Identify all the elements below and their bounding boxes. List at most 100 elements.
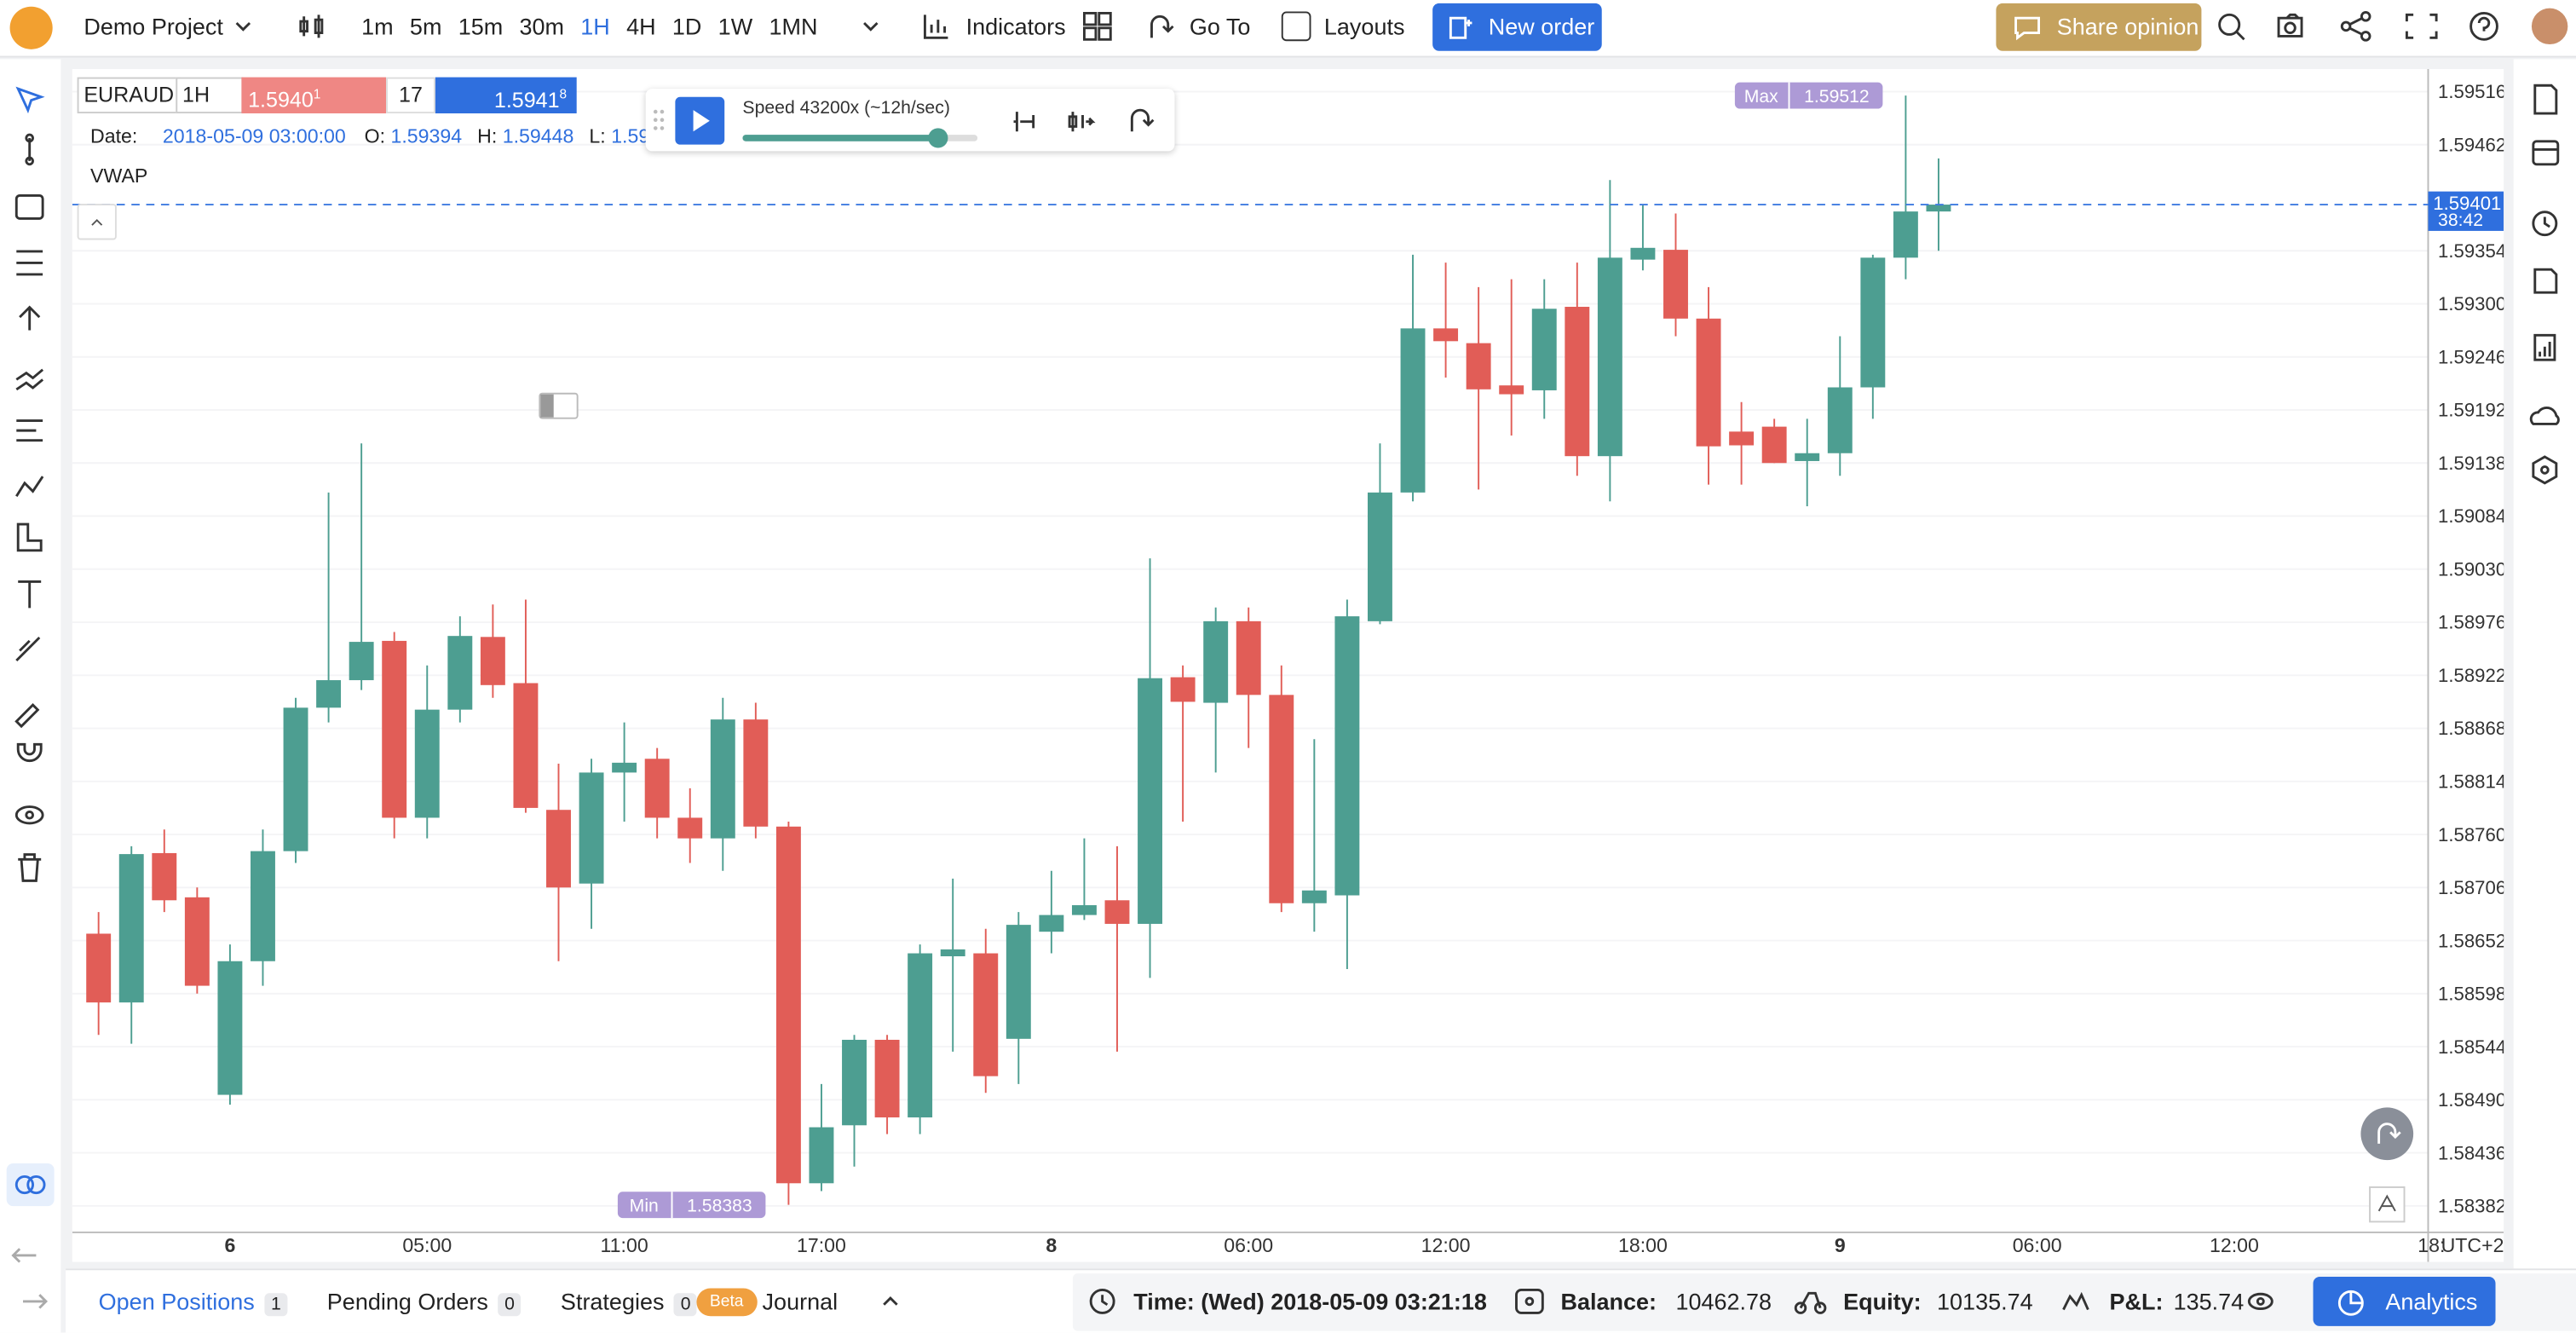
y-tick-label: 1.58652 xyxy=(2438,930,2504,951)
analytics-button[interactable]: Analytics xyxy=(2313,1277,2496,1326)
server-time: Time: (Wed) 2018-05-09 03:21:18 xyxy=(1133,1288,1487,1315)
candle-body xyxy=(1499,385,1524,395)
y-tick-label: 1.58760 xyxy=(2438,824,2504,845)
jump-button[interactable] xyxy=(2360,1107,2414,1161)
expand-icon[interactable] xyxy=(879,1290,902,1313)
y-tick-label: 1.59084 xyxy=(2438,505,2504,527)
x-tick-label: 12:00 xyxy=(2210,1234,2259,1256)
x-tick-label: 06:00 xyxy=(1224,1234,1273,1256)
chart: 1.59516 1.59462 1.59354 1.59300 1.59246 1.591… xyxy=(72,68,2506,1262)
balance-label: Balance: xyxy=(1560,1288,1657,1315)
toggle[interactable] xyxy=(539,392,579,419)
share-button[interactable]: Share opinion xyxy=(1996,3,2202,51)
templates-icon[interactable] xyxy=(1081,10,1115,43)
x-tick-label: 18:00 xyxy=(1618,1234,1668,1256)
balance: 10462.78 xyxy=(1675,1288,1772,1315)
candle-body xyxy=(1138,678,1163,924)
new-order-icon xyxy=(1449,16,1472,39)
y-tick-label: 1.59462 xyxy=(2438,134,2504,155)
min-badge-value: 1.58383 xyxy=(687,1196,752,1215)
sidebar-icons xyxy=(2526,84,2560,1306)
candle-body xyxy=(1696,318,1721,447)
y-tick-label: 1.58814 xyxy=(2438,771,2504,793)
y-tick-label: 1.59246 xyxy=(2438,346,2504,367)
candle-body xyxy=(1301,890,1327,903)
candle-body xyxy=(1827,387,1853,453)
candle-body xyxy=(1729,431,1755,446)
auto-scale-button[interactable] xyxy=(2369,1186,2406,1223)
indicators-icon xyxy=(923,14,948,39)
bottom-tab[interactable]: Open Positions 1 xyxy=(99,1288,288,1317)
timeframe-button[interactable]: 15m xyxy=(458,13,504,40)
chart-type-icon[interactable] xyxy=(296,10,329,43)
candle-body xyxy=(1039,915,1064,932)
bottom-tab[interactable]: Pending Orders 0 xyxy=(327,1288,522,1317)
candle-body xyxy=(184,897,210,986)
candle-body xyxy=(1795,453,1820,461)
y-tick-label: 1.58598 xyxy=(2438,984,2504,1005)
analytics-label: Analytics xyxy=(2385,1288,2478,1315)
journal-tab[interactable]: Journal xyxy=(762,1288,838,1315)
speed-knob[interactable] xyxy=(928,128,948,148)
y-tick-label: 1.58922 xyxy=(2438,665,2504,686)
timeframe-button[interactable]: 1m xyxy=(361,13,394,40)
caret xyxy=(91,218,103,226)
timeframe-button[interactable]: 5m xyxy=(409,13,442,40)
timeframe[interactable]: 1H xyxy=(176,77,244,114)
right-sidebar xyxy=(2513,59,2576,1333)
y-tick-label: 1.58490 xyxy=(2438,1089,2504,1111)
layouts-button[interactable]: Layouts xyxy=(1323,13,1405,40)
ohlc-legend: Date: 2018-05-09 03:00:00 O: 1.59394 H: … xyxy=(90,125,683,148)
last-price-box xyxy=(2428,191,2504,231)
candle-body xyxy=(1663,250,1688,319)
timeframe-button[interactable]: 1H xyxy=(580,13,610,40)
bid-button[interactable]: 1.59401 xyxy=(241,77,387,114)
indicators-button[interactable]: Indicators xyxy=(965,13,1066,40)
new-order-button[interactable]: New order xyxy=(1432,3,1602,51)
tab-label: Strategies xyxy=(560,1288,665,1315)
new-order-label: New order xyxy=(1488,13,1595,40)
replay-player: Speed 43200x (~12h/sec) xyxy=(645,89,1175,152)
candle-body xyxy=(1071,905,1097,915)
candle-body xyxy=(842,1039,867,1126)
timeframe-button[interactable]: 30m xyxy=(519,13,565,40)
max-badge xyxy=(1734,82,1883,109)
collapse-button[interactable] xyxy=(77,204,117,240)
y-tick-label: 1.58544 xyxy=(2438,1036,2504,1058)
symbol[interactable]: EURAUD xyxy=(77,77,182,114)
timeframe-button[interactable]: 4H xyxy=(626,13,656,40)
timeframe-button[interactable]: 1MN xyxy=(769,13,818,40)
top-toolbar: Demo Project 1m 5m 15m 30m 1H 4H 1D 1W 1MN Indic… xyxy=(0,0,2576,58)
candle-body xyxy=(1170,677,1196,702)
toolbar-icons xyxy=(2218,8,2568,45)
player-controls xyxy=(1013,108,1155,132)
goto-button[interactable]: Go To xyxy=(1189,13,1251,40)
timeframe-button[interactable]: 1W xyxy=(717,13,753,40)
equity-label: Equity: xyxy=(1843,1288,1922,1315)
candle-body xyxy=(775,826,801,1184)
countdown: 38:42 xyxy=(2438,211,2483,230)
dropdown-icon xyxy=(235,21,251,32)
x-tick-label: 05:00 xyxy=(402,1234,452,1256)
bottom-tab[interactable]: Strategies 0 xyxy=(560,1288,698,1317)
candle-body xyxy=(1006,925,1031,1039)
timeframe-button[interactable]: 1D xyxy=(671,13,702,40)
speed-slider[interactable] xyxy=(742,128,978,148)
play-button[interactable] xyxy=(675,96,725,145)
candle-body xyxy=(1860,257,1886,388)
open: 1.59394 xyxy=(390,124,463,148)
candle-body xyxy=(677,817,703,839)
y-tick-label: 1.58976 xyxy=(2438,612,2504,633)
x-tick-label: 18: xyxy=(2418,1234,2445,1256)
x-tick-label: 8 xyxy=(1046,1234,1057,1256)
candle-body xyxy=(414,709,440,818)
timeframes: 1m 5m 15m 30m 1H 4H 1D 1W 1MN xyxy=(358,13,831,39)
left-toolbar xyxy=(0,59,61,1333)
candle-body xyxy=(118,854,144,1003)
candle-body xyxy=(217,961,243,1095)
ask-button[interactable]: 1.59418 xyxy=(435,77,577,114)
logo[interactable] xyxy=(9,6,53,49)
candle-body xyxy=(908,953,933,1118)
project-name[interactable]: Demo Project xyxy=(84,13,223,40)
